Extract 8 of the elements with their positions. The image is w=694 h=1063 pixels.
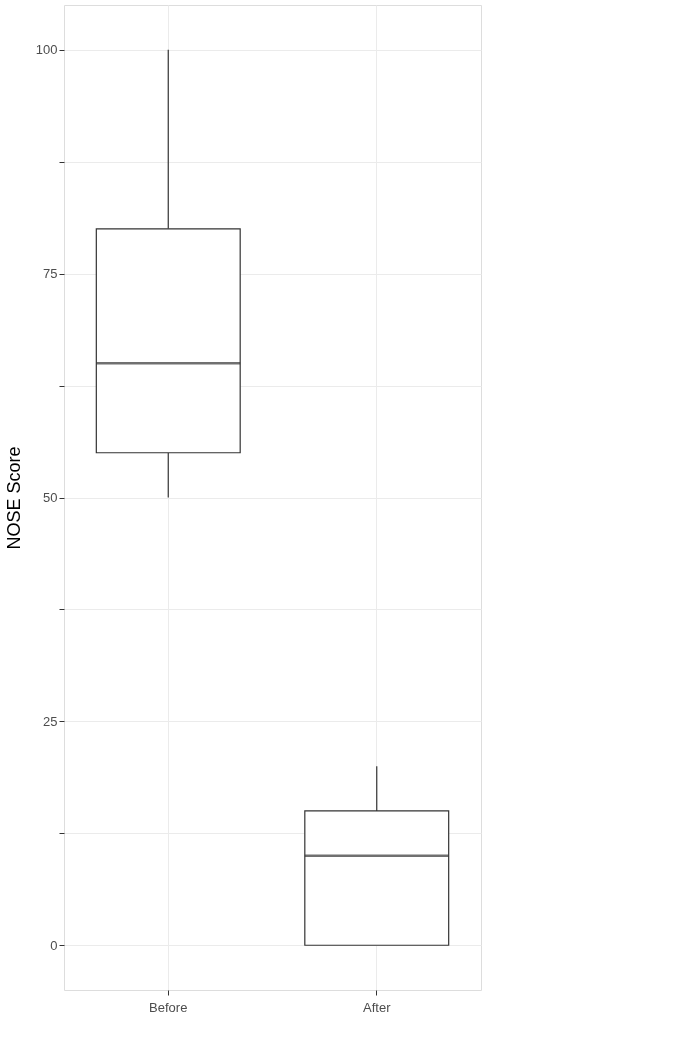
x-tick-label: Before (149, 999, 188, 1015)
y-tick-label: 100 (35, 42, 58, 58)
y-tick-label: 50 (43, 490, 58, 505)
y-axis-title: NOSE Score (3, 446, 24, 550)
y-tick-label: 0 (50, 937, 58, 953)
y-tick-label: 25 (43, 713, 58, 729)
x-tick-label: After (363, 999, 392, 1015)
y-tick-label: 75 (43, 266, 58, 282)
